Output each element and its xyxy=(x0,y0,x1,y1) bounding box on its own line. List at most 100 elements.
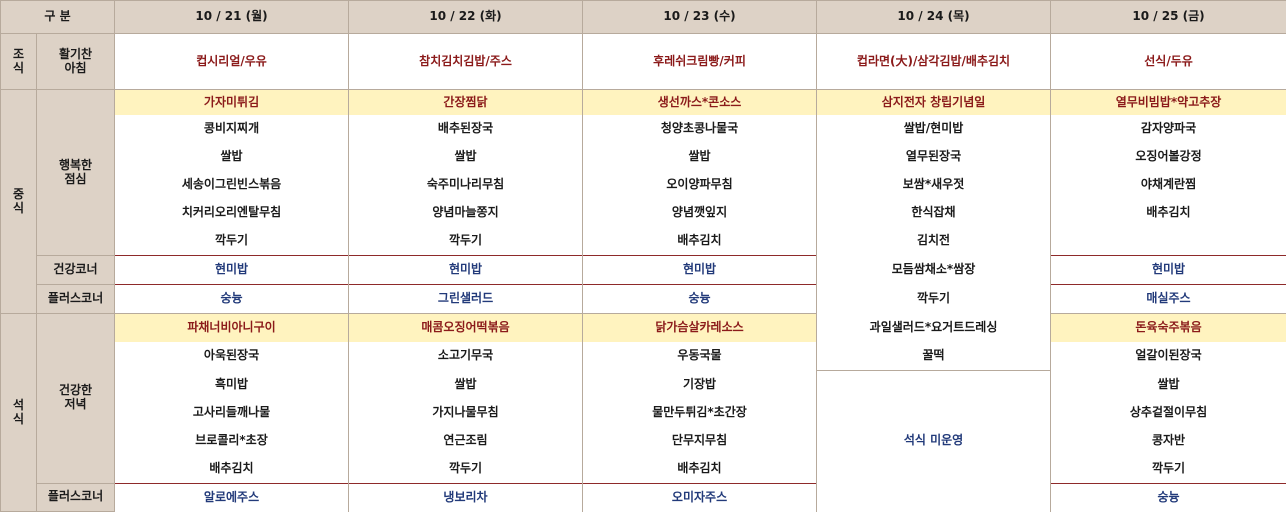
plus-corner-dinner-wed: 오미자주스 xyxy=(582,482,818,512)
plus-corner-dinner-mon: 알로에주스 xyxy=(114,482,350,512)
dinner-item: 브로콜리*초장 xyxy=(114,426,350,455)
day-header-fri: 10 / 25 (금) xyxy=(1050,0,1286,34)
dinner-item: 콩자반 xyxy=(1050,426,1286,455)
plus-corner-dinner-tue: 냉보리차 xyxy=(348,482,584,512)
health-corner-mon: 현미밥 xyxy=(114,255,350,285)
plus-corner-lunch-mon: 숭늉 xyxy=(114,284,350,314)
lunch-special-mon: 가자미튀김 xyxy=(114,89,350,115)
dinner-item: 흑미밥 xyxy=(114,370,350,399)
dinner-notice-thu: 석식 미운영 xyxy=(816,370,1052,512)
dinner-item-row: 아욱된장국 소고기무국 우동국물 꿀떡 얼갈이된장국 xyxy=(1,342,1286,371)
lunch-item: 청양초콩나물국 xyxy=(582,115,818,143)
dinner-special-fri: 돈육숙주볶음 xyxy=(1050,313,1286,342)
plus-corner-label-dinner: 플러스코너 xyxy=(35,482,116,512)
lunch-item: 모듬쌈채소*쌈장 xyxy=(816,255,1052,285)
lunch-item-row: 쌀밥 쌀밥 쌀밥 열무된장국 오징어볼강정 xyxy=(1,143,1286,171)
lunch-item: 열무된장국 xyxy=(816,143,1052,171)
day-header-mon: 10 / 21 (월) xyxy=(114,0,350,34)
lunch-item-row: 콩비지찌개 배추된장국 청양초콩나물국 쌀밥/현미밥 감자양파국 xyxy=(1,115,1286,143)
lunch-item: 양념마늘쫑지 xyxy=(348,199,584,227)
lunch-item: 과일샐러드*요거트드레싱 xyxy=(816,313,1052,342)
dinner-item-row: 브로콜리*초장 연근조림 단무지무침 콩자반 xyxy=(1,426,1286,455)
lunch-item: 오이양파무침 xyxy=(582,171,818,199)
dinner-item: 단무지무침 xyxy=(582,426,818,455)
lunch-item: 보쌈*새우젓 xyxy=(816,171,1052,199)
lunch-item: 숙주미나리무침 xyxy=(348,171,584,199)
dinner-special-mon: 파채너비아니구이 xyxy=(114,313,350,342)
lunch-item xyxy=(1050,227,1286,256)
lunch-item-row: 깍두기 깍두기 배추김치 김치전 xyxy=(1,227,1286,256)
health-corner-wed: 현미밥 xyxy=(582,255,818,285)
dinner-item: 배추김치 xyxy=(582,454,818,483)
lunch-item: 꿀떡 xyxy=(816,342,1052,371)
dinner-item: 깍두기 xyxy=(348,454,584,483)
dinner-item: 가지나물무침 xyxy=(348,398,584,427)
lunch-item: 깍두기 xyxy=(114,227,350,256)
lunch-item-row: 세송이그린빈스볶음 숙주미나리무침 오이양파무침 보쌈*새우젓 야채계란찜 xyxy=(1,171,1286,199)
dinner-item: 상추겉절이무침 xyxy=(1050,398,1286,427)
lunch-item: 쌀밥/현미밥 xyxy=(816,115,1052,143)
dinner-special-row: 석 식 건강한 저녁 파채너비아니구이 매콤오징어떡볶음 닭가슴살카레소스 과일… xyxy=(0,313,1286,512)
breakfast-meal-label: 조 식 xyxy=(0,33,37,90)
dinner-item-row: 흑미밥 쌀밥 기장밥 석식 미운영 쌀밥 xyxy=(1,370,1286,512)
breakfast-menu-thu: 컵라면(大)/삼각김밥/배추김치 xyxy=(816,33,1052,90)
health-corner-fri: 현미밥 xyxy=(1050,255,1286,285)
dinner-item-row: 배추김치 깍두기 배추김치 깍두기 xyxy=(1,454,1286,483)
dinner-item: 우동국물 xyxy=(582,342,818,371)
lunch-special-tue: 간장찜닭 xyxy=(348,89,584,115)
day-header-thu: 10 / 24 (목) xyxy=(816,0,1052,34)
lunch-special-row: 중 식 행복한 점심 가자미튀김 간장찜닭 생선까스*콘소스 삼지전자 창립기념… xyxy=(0,89,1286,314)
breakfast-row: 조 식 활기찬 아침 컵시리얼/우유 참치김치김밥/주스 후레쉬크림빵/커피 컵… xyxy=(0,33,1286,90)
dinner-item: 고사리들깨나물 xyxy=(114,398,350,427)
dinner-item-row: 고사리들깨나물 가지나물무침 물만두튀김*초간장 상추겉절이무침 xyxy=(1,398,1286,427)
plus-corner-lunch-fri: 매실주스 xyxy=(1050,284,1286,314)
health-corner-tue: 현미밥 xyxy=(348,255,584,285)
lunch-item: 콩비지찌개 xyxy=(114,115,350,143)
lunch-special-fri: 열무비빔밥*약고추장 xyxy=(1050,89,1286,115)
dinner-item: 배추김치 xyxy=(114,454,350,483)
day-header-wed: 10 / 23 (수) xyxy=(582,0,818,34)
plus-corner-dinner-fri: 숭늉 xyxy=(1050,482,1286,512)
breakfast-menu-tue: 참치김치김밥/주스 xyxy=(348,33,584,90)
dinner-meal-label: 석 식 xyxy=(0,313,37,512)
dinner-item: 소고기무국 xyxy=(348,342,584,371)
lunch-health-row: 건강코너 현미밥 현미밥 현미밥 모듬쌈채소*쌈장 현미밥 xyxy=(1,255,1286,285)
lunch-plus-row: 플러스코너 숭늉 그린샐러드 숭늉 깍두기 매실주스 xyxy=(1,284,1286,314)
dinner-special-wed: 닭가슴살카레소스 xyxy=(582,313,818,342)
dinner-item: 기장밥 xyxy=(582,370,818,399)
lunch-special-thu: 삼지전자 창립기념일 xyxy=(816,89,1052,115)
lunch-item: 야채계란찜 xyxy=(1050,171,1286,199)
lunch-item: 한식잡채 xyxy=(816,199,1052,227)
breakfast-menu-wed: 후레쉬크림빵/커피 xyxy=(582,33,818,90)
lunch-item: 쌀밥 xyxy=(582,143,818,171)
lunch-item: 치커리오리엔탈무침 xyxy=(114,199,350,227)
breakfast-sub-label: 활기찬 아침 xyxy=(35,33,116,90)
lunch-item: 양념깻잎지 xyxy=(582,199,818,227)
lunch-item: 세송이그린빈스볶음 xyxy=(114,171,350,199)
lunch-item: 쌀밥 xyxy=(114,143,350,171)
dinner-item: 얼갈이된장국 xyxy=(1050,342,1286,371)
breakfast-menu-fri: 선식/두유 xyxy=(1050,33,1286,90)
lunch-special-wed: 생선까스*콘소스 xyxy=(582,89,818,115)
lunch-item: 배추김치 xyxy=(1050,199,1286,227)
lunch-item: 오징어볼강정 xyxy=(1050,143,1286,171)
lunch-item: 배추된장국 xyxy=(348,115,584,143)
health-corner-label: 건강코너 xyxy=(35,255,116,285)
lunch-meal-label: 중 식 xyxy=(0,89,37,314)
dinner-item: 깍두기 xyxy=(1050,454,1286,483)
dinner-special-tue: 매콤오징어떡볶음 xyxy=(348,313,584,342)
lunch-item: 깍두기 xyxy=(348,227,584,256)
dinner-item: 쌀밥 xyxy=(348,370,584,399)
lunch-item: 배추김치 xyxy=(582,227,818,256)
lunch-item: 감자양파국 xyxy=(1050,115,1286,143)
lunch-item: 깍두기 xyxy=(816,284,1052,314)
plus-corner-lunch-tue: 그린샐러드 xyxy=(348,284,584,314)
plus-corner-label-lunch: 플러스코너 xyxy=(35,284,116,314)
dinner-item: 물만두튀김*초간장 xyxy=(582,398,818,427)
breakfast-menu-mon: 컵시리얼/우유 xyxy=(114,33,350,90)
lunch-sub-label: 행복한 점심 xyxy=(35,89,116,256)
day-header-tue: 10 / 22 (화) xyxy=(348,0,584,34)
dinner-plus-row: 플러스코너 알로에주스 냉보리차 오미자주스 숭늉 xyxy=(1,482,1286,512)
dinner-sub-label: 건강한 저녁 xyxy=(35,313,116,484)
